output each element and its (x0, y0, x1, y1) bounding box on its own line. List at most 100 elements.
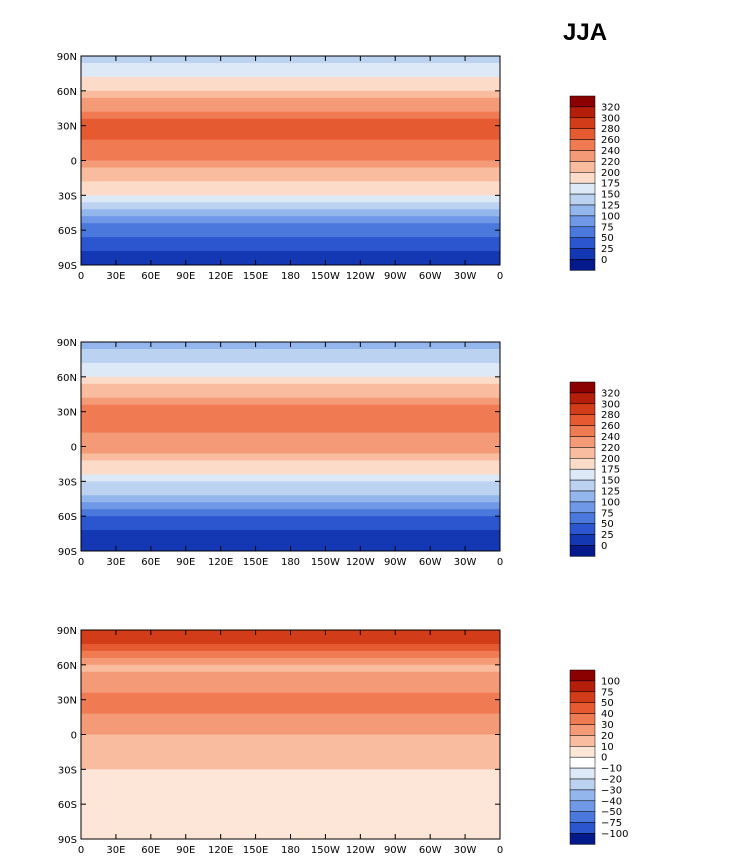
field-band (81, 643, 500, 652)
colorbar-label: 220 (601, 157, 620, 168)
field-band (81, 636, 500, 645)
x-tick-label: 90E (176, 271, 195, 282)
field-band (81, 167, 500, 175)
colorbar-label: 100 (601, 497, 620, 508)
y-tick-label: 60N (57, 373, 77, 384)
field-band (81, 383, 500, 392)
field-band (81, 174, 500, 182)
colorbar-label: 220 (601, 443, 620, 454)
x-tick-label: 150E (243, 271, 268, 282)
colorbar-label: 0 (601, 753, 607, 764)
field-band (81, 650, 500, 659)
y-tick-label: 90N (57, 626, 77, 637)
field-band (81, 425, 500, 434)
colorbar-label: 300 (601, 113, 620, 124)
field-band (81, 797, 500, 805)
field-band (81, 664, 500, 673)
colorbar-label: −20 (601, 775, 622, 786)
x-tick-label: 120E (208, 845, 233, 856)
colorbar-cell (569, 193, 596, 206)
colorbar-label: 0 (601, 541, 607, 552)
colorbar-cell (569, 259, 596, 271)
field-band (81, 139, 500, 148)
field-band (81, 692, 500, 701)
y-tick-label: 0 (71, 443, 77, 454)
field-band (81, 132, 500, 141)
colorbar-cell (569, 468, 596, 481)
x-tick-label: 90E (176, 557, 195, 568)
colorbar-cell (569, 479, 596, 492)
x-tick-label: 90E (176, 845, 195, 856)
field-band (81, 432, 500, 441)
x-tick-label: 60W (419, 271, 442, 282)
field-band (81, 720, 500, 729)
colorbar-cell (569, 106, 596, 119)
colorbar-cell (569, 501, 596, 514)
colorbar-cell (569, 458, 596, 470)
colorbar-cell (569, 172, 596, 184)
field-band (81, 671, 500, 680)
field-band (81, 769, 500, 777)
colorbar-label: 0 (601, 255, 607, 266)
colorbar-cell (569, 724, 596, 736)
field-band (81, 439, 500, 447)
x-tick-label: 0 (78, 557, 84, 568)
field-band (81, 790, 500, 798)
y-tick-label: 60N (57, 87, 77, 98)
colorbar-label: 40 (601, 709, 614, 720)
colorbar-label: 320 (601, 388, 620, 399)
shaded-field (81, 342, 500, 552)
field-band (81, 146, 500, 155)
y-tick-label: 90S (58, 835, 77, 846)
colorbar-label: 25 (601, 244, 614, 255)
shaded-field (81, 630, 500, 840)
field-band (81, 83, 500, 92)
colorbar-cell (569, 117, 596, 129)
y-tick-label: 30S (58, 191, 77, 202)
field-band (81, 411, 500, 420)
colorbar-cell (569, 447, 596, 459)
colorbar-cell (569, 215, 596, 228)
shaded-field (81, 56, 500, 266)
field-band (81, 657, 500, 666)
colorbar-label: −40 (601, 796, 622, 807)
colorbar-cell (569, 713, 596, 725)
y-tick-label: 90N (57, 338, 77, 349)
colorbar-label: 20 (601, 731, 614, 742)
field-band (81, 446, 500, 454)
x-tick-label: 0 (497, 271, 503, 282)
field-band (81, 481, 500, 489)
field-band (81, 209, 500, 217)
x-tick-label: 90W (384, 557, 407, 568)
field-band (81, 62, 500, 71)
y-tick-label: 90S (58, 547, 77, 558)
field-band (81, 153, 500, 161)
colorbar-cell (569, 534, 596, 546)
colorbar-cell (569, 822, 596, 834)
colorbar-label: 50 (601, 233, 614, 244)
field-band (81, 251, 500, 259)
colorbar-label: 30 (601, 720, 614, 731)
colorbar-cell (569, 523, 596, 535)
colorbar-label: 75 (601, 508, 614, 519)
colorbar-cell (569, 425, 596, 437)
field-band (81, 223, 500, 231)
field-band (81, 230, 500, 238)
colorbar-label: 260 (601, 135, 620, 146)
colorbar-label: 280 (601, 124, 620, 135)
field-band (81, 181, 500, 189)
field-band (81, 244, 500, 252)
field-band (81, 404, 500, 413)
colorbar-label: 175 (601, 179, 620, 190)
field-band (81, 537, 500, 545)
colorbar-cell (569, 381, 596, 394)
colorbar-cell (569, 161, 596, 173)
field-band (81, 118, 500, 127)
colorbar-cell (569, 414, 596, 426)
field-band (81, 362, 500, 371)
colorbar-cell (569, 237, 596, 249)
colorbar-label: 125 (601, 201, 620, 212)
colorbar-cell (569, 226, 596, 238)
